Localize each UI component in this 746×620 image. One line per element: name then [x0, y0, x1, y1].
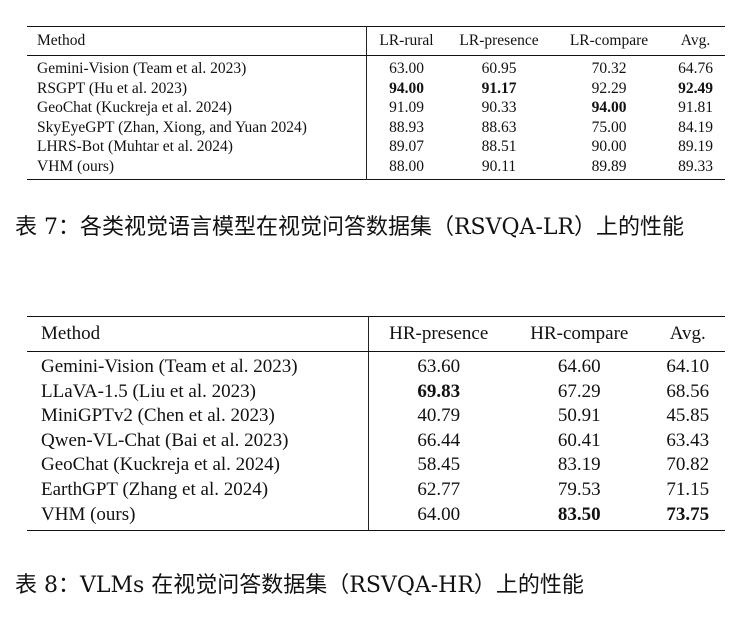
method-cell: VHM (ours) — [27, 156, 367, 180]
lr-presence-cell: 88.63 — [481, 118, 517, 136]
method-cell: VHM (ours) — [27, 502, 370, 531]
header-lr-presence: LR-presence — [446, 26, 552, 56]
lr-presence-cell: 90.11 — [481, 157, 517, 175]
avg-cell: 84.19 — [678, 118, 713, 136]
method-cell: SkyEyeGPT (Zhan, Xiong, and Yuan 2024) — [27, 117, 367, 138]
hr-compare-cell: 64.60 — [557, 356, 601, 377]
header-hr-presence: HR-presence — [368, 316, 509, 352]
table-row: EarthGPT (Zhang et al. 2024) 62.77 79.53… — [27, 477, 725, 503]
table-row: VHM (ours) 64.00 83.50 73.75 — [27, 502, 725, 531]
method-cell: MiniGPTv2 (Chen et al. 2023) — [27, 404, 370, 429]
hr-presence-cell: 69.83 — [417, 380, 461, 402]
lr-rural-cell: 91.09 — [389, 99, 424, 117]
hr-presence-cell: 66.44 — [417, 429, 461, 451]
lr-compare-cell: 92.29 — [591, 79, 627, 97]
table-7-lr-vqa: Method LR-rural LR-presence LR-compare A… — [27, 26, 725, 180]
lr-compare-cell: 90.00 — [591, 138, 627, 156]
table-row: Gemini-Vision (Team et al. 2023) 63.00 6… — [27, 55, 725, 79]
table-row: SkyEyeGPT (Zhan, Xiong, and Yuan 2024) 8… — [27, 117, 725, 138]
avg-cell: 89.19 — [678, 138, 713, 156]
hr-compare-cell: 83.50 — [557, 503, 601, 525]
hr-compare-cell: 67.29 — [557, 380, 601, 402]
header-avg: Avg. — [666, 26, 725, 56]
method-cell: EarthGPT (Zhang et al. 2024) — [27, 477, 370, 503]
header-avg: Avg. — [650, 316, 725, 352]
table-row: VHM (ours) 88.00 90.11 89.89 89.33 — [27, 156, 725, 180]
hr-presence-cell: 62.77 — [417, 478, 461, 500]
header-method: Method — [27, 316, 370, 352]
lr-compare-cell: 94.00 — [591, 99, 627, 117]
lr-rural-cell: 89.07 — [389, 138, 424, 156]
lr-rural-cell: 88.93 — [389, 118, 424, 136]
table-row: RSGPT (Hu et al. 2023) 94.00 91.17 92.29… — [27, 78, 725, 99]
table-header-row: Method HR-presence HR-compare Avg. — [27, 316, 725, 352]
avg-cell: 73.75 — [666, 503, 710, 525]
lr-compare-cell: 75.00 — [591, 118, 627, 136]
table-8-hr-vqa: Method HR-presence HR-compare Avg. Gemin… — [27, 316, 725, 532]
avg-cell: 68.56 — [666, 380, 710, 402]
lr-rural-cell: 88.00 — [389, 157, 424, 175]
table-row: MiniGPTv2 (Chen et al. 2023) 40.79 50.91… — [27, 404, 725, 429]
table-row: LLaVA-1.5 (Liu et al. 2023) 69.83 67.29 … — [27, 379, 725, 405]
avg-cell: 63.43 — [666, 429, 710, 451]
table-row: Qwen-VL-Chat (Bai et al. 2023) 66.44 60.… — [27, 428, 725, 454]
hr-compare-cell: 79.53 — [557, 478, 601, 500]
method-cell: LHRS-Bot (Muhtar et al. 2024) — [27, 137, 367, 157]
table-7-caption: 表 7：各类视觉语言模型在视觉问答数据集（RSVQA-LR）上的性能 — [15, 215, 685, 240]
avg-cell: 70.82 — [666, 454, 710, 476]
header-method: Method — [27, 26, 367, 56]
method-cell: Gemini-Vision (Team et al. 2023) — [27, 351, 370, 380]
avg-cell: 89.33 — [678, 157, 713, 175]
avg-cell: 71.15 — [666, 478, 710, 500]
method-cell: GeoChat (Kuckreja et al. 2024) — [27, 453, 370, 478]
method-cell: Qwen-VL-Chat (Bai et al. 2023) — [27, 428, 370, 454]
lr-presence-cell: 88.51 — [481, 138, 517, 156]
avg-cell: 64.76 — [678, 60, 713, 77]
hr-compare-cell: 60.41 — [557, 429, 601, 451]
lr-presence-cell: 90.33 — [481, 99, 517, 117]
lr-rural-cell: 63.00 — [389, 60, 424, 77]
hr-presence-cell: 58.45 — [417, 454, 461, 476]
avg-cell: 45.85 — [666, 405, 710, 427]
method-cell: Gemini-Vision (Team et al. 2023) — [27, 55, 367, 79]
hr-compare-cell: 50.91 — [557, 405, 601, 427]
lr-presence-cell: 91.17 — [481, 79, 517, 97]
header-lr-rural: LR-rural — [366, 26, 446, 56]
lr-rural-cell: 94.00 — [389, 79, 424, 97]
lr-presence-cell: 60.95 — [481, 60, 517, 77]
lr-compare-cell: 89.89 — [591, 157, 627, 175]
table-row: GeoChat (Kuckreja et al. 2024) 91.09 90.… — [27, 98, 725, 118]
hr-presence-cell: 63.60 — [417, 356, 461, 377]
hr-presence-cell: 40.79 — [417, 405, 461, 427]
table-row: Gemini-Vision (Team et al. 2023) 63.60 6… — [27, 351, 725, 380]
avg-cell: 91.81 — [678, 99, 713, 117]
method-cell: LLaVA-1.5 (Liu et al. 2023) — [27, 379, 370, 405]
method-cell: GeoChat (Kuckreja et al. 2024) — [27, 98, 367, 118]
table-header-row: Method LR-rural LR-presence LR-compare A… — [27, 26, 725, 56]
header-hr-compare: HR-compare — [508, 316, 651, 352]
hr-compare-cell: 83.19 — [557, 454, 601, 476]
table-row: GeoChat (Kuckreja et al. 2024) 58.45 83.… — [27, 453, 725, 478]
table-8-caption: 表 8：VLMs 在视觉问答数据集（RSVQA-HR）上的性能 — [15, 573, 584, 598]
avg-cell: 92.49 — [678, 79, 713, 97]
hr-presence-cell: 64.00 — [417, 503, 461, 525]
lr-compare-cell: 70.32 — [591, 60, 627, 77]
header-lr-compare: LR-compare — [552, 26, 666, 56]
table-row: LHRS-Bot (Muhtar et al. 2024) 89.07 88.5… — [27, 137, 725, 157]
method-cell: RSGPT (Hu et al. 2023) — [27, 78, 367, 99]
avg-cell: 64.10 — [666, 356, 710, 377]
